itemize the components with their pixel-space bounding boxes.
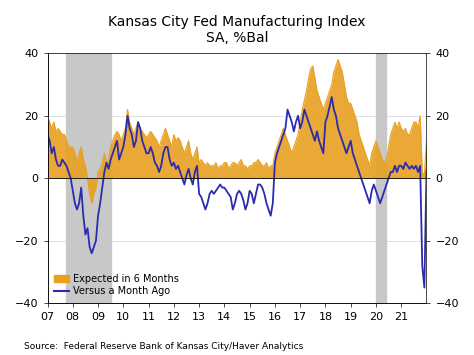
Bar	[376, 53, 386, 303]
Title: Kansas City Fed Manufacturing Index
SA, %Bal: Kansas City Fed Manufacturing Index SA, …	[108, 15, 366, 45]
Legend: Expected in 6 Months, Versus a Month Ago: Expected in 6 Months, Versus a Month Ago	[53, 272, 181, 298]
Bar	[66, 53, 111, 303]
Text: Source:  Federal Reserve Bank of Kansas City/Haver Analytics: Source: Federal Reserve Bank of Kansas C…	[24, 343, 303, 351]
